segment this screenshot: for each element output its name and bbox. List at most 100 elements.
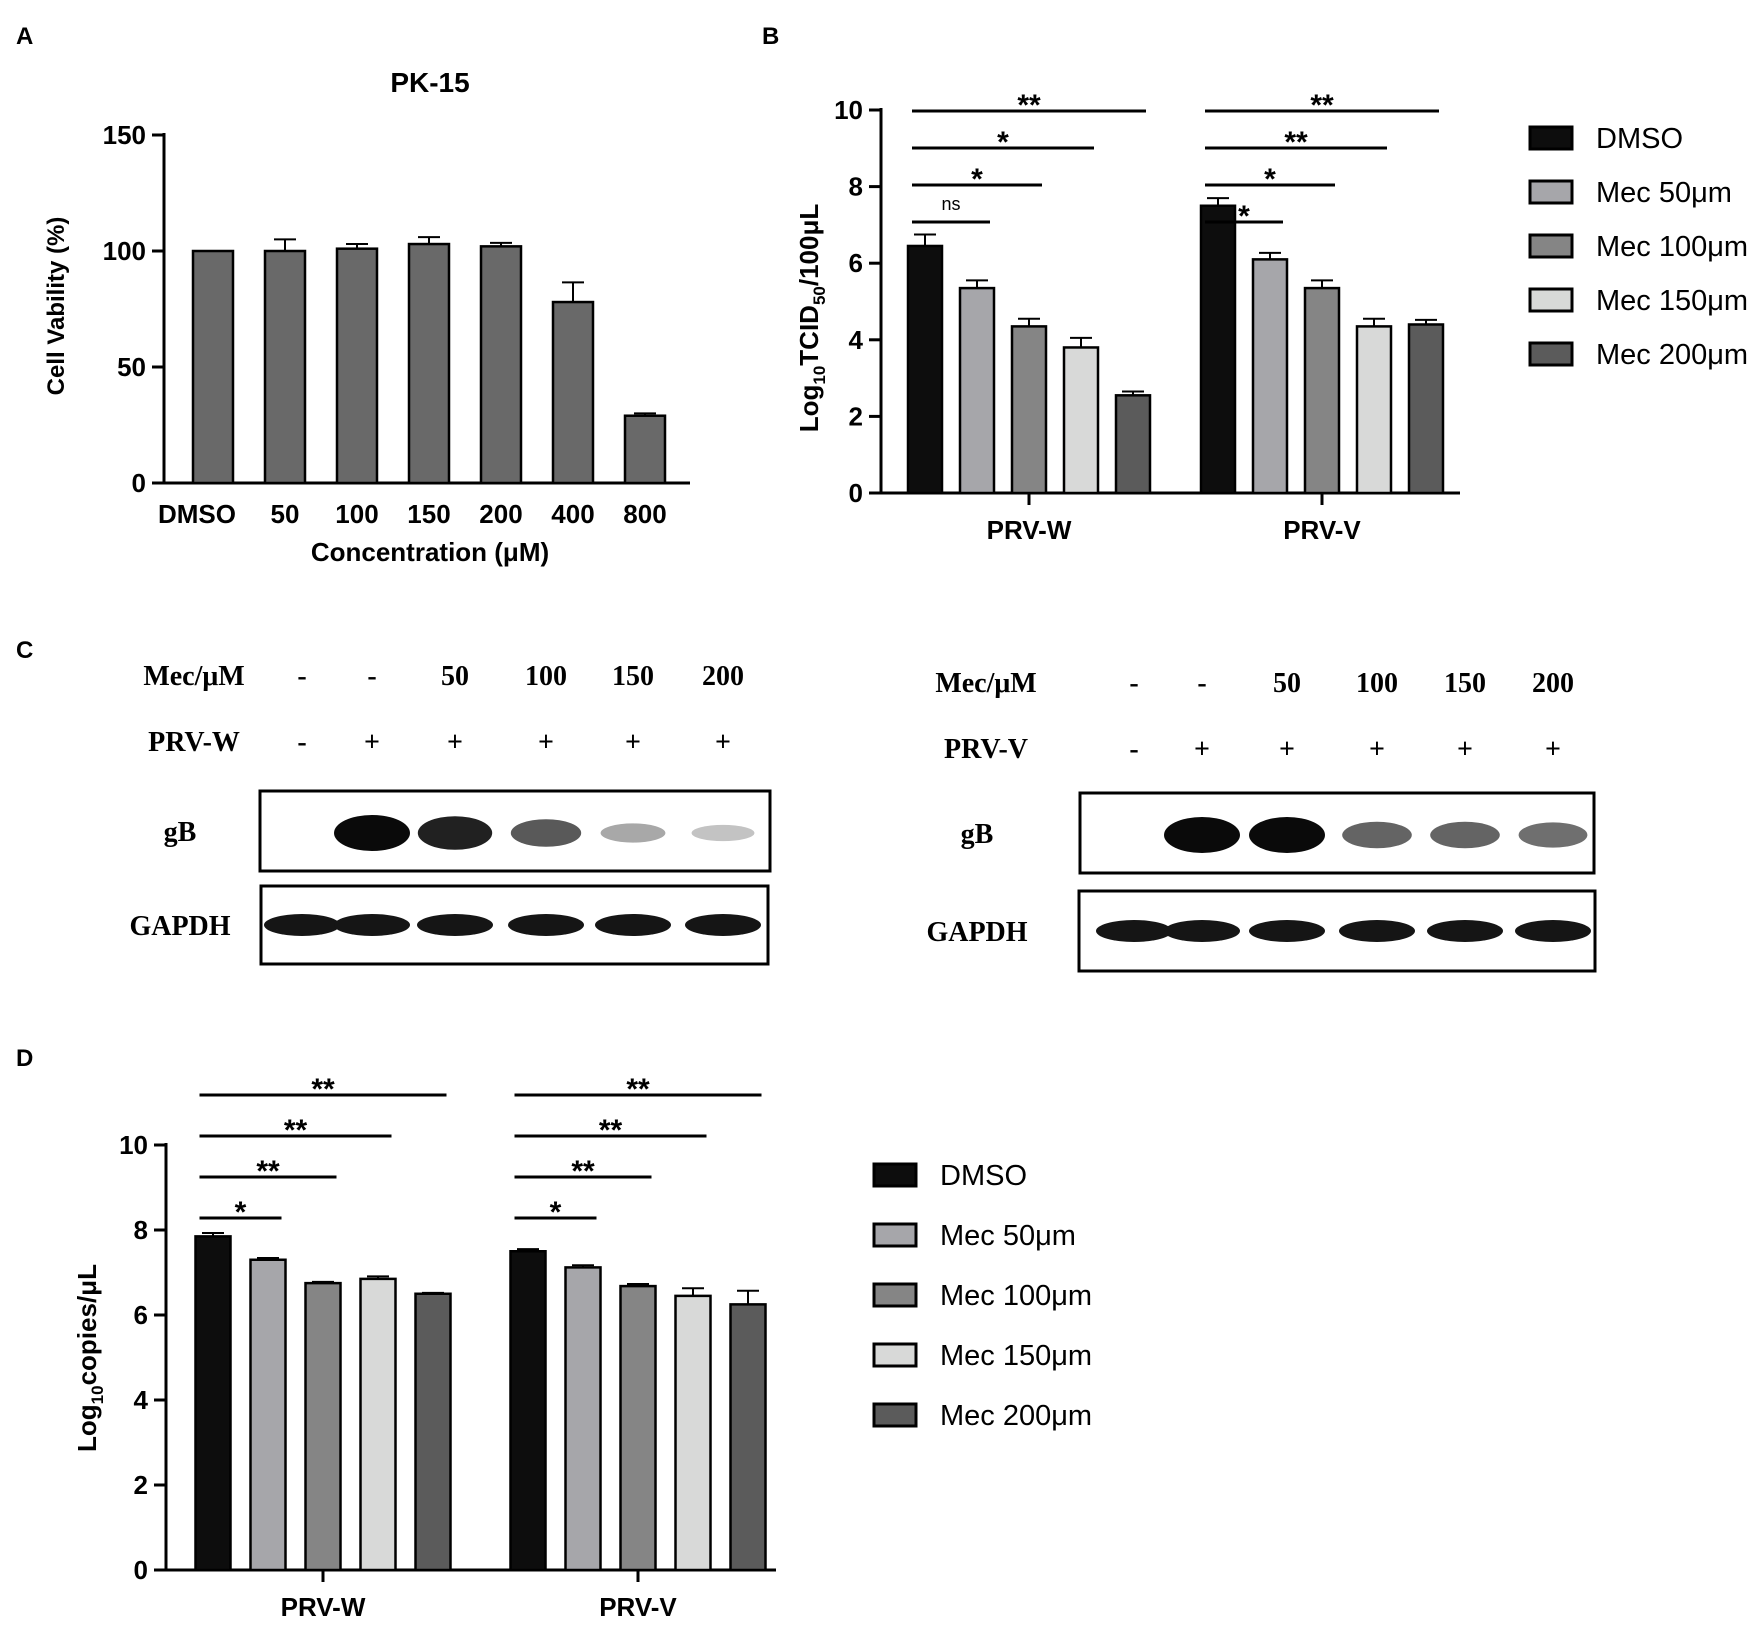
chart-b-bar xyxy=(1114,394,1152,495)
chart-d-y-tick-label: 0 xyxy=(134,1555,148,1585)
western-blot-right-band xyxy=(1430,821,1500,849)
chart-a-y-tick-label: 100 xyxy=(103,236,146,266)
chart-d-legend-label: Mec 200μm xyxy=(940,1400,1092,1432)
chart-b-legend-label: Mec 50μm xyxy=(1596,177,1732,209)
chart-b-y-tick-label: 0 xyxy=(849,478,863,508)
chart-a-bar xyxy=(407,242,451,485)
chart-b-legend-label: Mec 100μm xyxy=(1596,231,1748,263)
chart-b-y-tick-label: 2 xyxy=(849,401,863,431)
chart-b-bar xyxy=(906,244,944,495)
panel-label-a: A xyxy=(16,23,33,50)
western-blot-right-virus-value: + xyxy=(1545,734,1561,765)
western-blot-right-mec-value: - xyxy=(1197,668,1206,699)
chart-d-significance-label: ** xyxy=(284,1114,308,1147)
western-blot-left-band xyxy=(508,914,584,936)
western-blot-left: Mec/μM PRV-W - - 50 100 150 200 - + + + + + gB GAPDH xyxy=(129,661,772,966)
western-blot-right-virus-value: - xyxy=(1129,734,1138,765)
chart-a-x-tick-label: 400 xyxy=(551,499,594,529)
western-blot-right-virus-value: + xyxy=(1457,734,1473,765)
western-blot-right-mec-value: 50 xyxy=(1273,668,1301,699)
chart-b-significance-label: ** xyxy=(1017,89,1041,122)
western-blot-left-band xyxy=(510,819,582,847)
western-blot-left-band xyxy=(691,824,755,842)
chart-d-legend-swatch xyxy=(872,1342,918,1368)
chart-b-y-tick-label: 8 xyxy=(849,172,863,202)
western-blot-left-mec-value: 100 xyxy=(525,661,567,692)
chart-b-y-tick-label: 10 xyxy=(834,95,863,125)
chart-d-ylabel: Log10copies/μL xyxy=(72,1264,107,1452)
western-blot-left-band xyxy=(600,823,666,843)
western-blot-left-mec-value: 200 xyxy=(702,661,744,692)
western-blot-left-band xyxy=(334,914,410,936)
western-blot-right: Mec/μM PRV-V - - 50 100 150 200 - + + + + + gB GAPDH xyxy=(926,668,1597,973)
chart-d-significance-label: ** xyxy=(599,1114,623,1147)
western-blot-left-virus-value: + xyxy=(364,727,380,758)
chart-a-bar xyxy=(191,249,235,485)
chart-b-legend-label: DMSO xyxy=(1596,123,1683,155)
western-blot-left-band xyxy=(264,914,340,936)
western-blot-left-mec-value: - xyxy=(367,661,376,692)
chart-b-legend-label: Mec 200μm xyxy=(1596,339,1748,371)
chart-a-x-tick-label: 100 xyxy=(335,499,378,529)
chart-b-legend-label: Mec 150μm xyxy=(1596,285,1748,317)
western-blot-right-band xyxy=(1164,920,1240,942)
western-blot-left-virus-value: + xyxy=(447,727,463,758)
chart-d-significance-label: ** xyxy=(626,1073,650,1106)
chart-a-title: PK-15 xyxy=(390,67,469,98)
western-blot-right-mec-label: Mec/μM xyxy=(935,668,1036,699)
chart-d-bar xyxy=(564,1266,602,1572)
western-blot-left-mec-value: - xyxy=(297,661,306,692)
chart-a-bar xyxy=(551,300,595,485)
chart-d-legend-label: DMSO xyxy=(940,1160,1027,1192)
chart-b-significance-label: * xyxy=(1264,163,1276,196)
western-blot-right-band xyxy=(1518,822,1588,848)
western-blot-left-band xyxy=(417,914,493,936)
chart-b-significance-label: ** xyxy=(1310,89,1334,122)
western-blot-right-band-label: GAPDH xyxy=(926,917,1027,948)
western-blot-left-band xyxy=(595,914,671,936)
western-blot-right-band xyxy=(1342,821,1412,849)
chart-a-x-tick-label: 150 xyxy=(407,499,450,529)
chart-a-bar xyxy=(623,414,667,485)
chart-b-bar xyxy=(1303,286,1341,495)
chart-a-x-tick-label: 50 xyxy=(271,499,300,529)
chart-b-bar xyxy=(1355,325,1393,495)
western-blot-left-band xyxy=(417,816,493,850)
chart-d-y-tick-label: 4 xyxy=(134,1385,149,1415)
chart-b-significance-label: ns xyxy=(941,194,960,214)
chart-b-legend-swatch xyxy=(1528,287,1574,313)
chart-d-y-tick-label: 6 xyxy=(134,1300,148,1330)
chart-b-legend-swatch xyxy=(1528,125,1574,151)
western-blot-right-mec-value: 200 xyxy=(1532,668,1574,699)
chart-d-bar xyxy=(414,1292,452,1572)
chart-d-legend-swatch xyxy=(872,1162,918,1188)
panel-label-d: D xyxy=(16,1045,33,1072)
western-blot-right-band xyxy=(1249,817,1325,853)
western-blot-right-band xyxy=(1096,920,1172,942)
chart-d-y-tick-label: 8 xyxy=(134,1215,148,1245)
chart-b-legend-swatch xyxy=(1528,233,1574,259)
western-blot-left-band-label: gB xyxy=(164,817,197,848)
western-blot-left-mec-label: Mec/μM xyxy=(143,661,244,692)
chart-b-bar xyxy=(1251,258,1289,495)
chart-d-legend-label: Mec 100μm xyxy=(940,1280,1092,1312)
chart-d-significance-label: ** xyxy=(571,1155,595,1188)
chart-b-ylabel: Log10TCID50/100μL xyxy=(794,204,829,433)
chart-a-xlabel: Concentration (μM) xyxy=(311,537,549,567)
western-blot-left-virus-value: + xyxy=(538,727,554,758)
chart-b-x-tick-label: PRV-W xyxy=(987,515,1072,545)
chart-b-bar xyxy=(958,286,996,495)
western-blot-left-virus-label: PRV-W xyxy=(148,727,240,758)
chart-d-y-tick-label: 10 xyxy=(119,1130,148,1160)
chart-d-significance-label: ** xyxy=(256,1155,280,1188)
chart-d-significance-label: * xyxy=(235,1196,247,1229)
chart-d-legend-swatch xyxy=(872,1402,918,1428)
chart-a-x-tick-label: 800 xyxy=(623,499,666,529)
chart-b-bar xyxy=(1407,323,1445,495)
western-blot-right-band xyxy=(1515,920,1591,942)
chart-b-legend-swatch xyxy=(1528,341,1574,367)
western-blot-right-band xyxy=(1427,920,1503,942)
chart-d-bar xyxy=(509,1250,547,1572)
